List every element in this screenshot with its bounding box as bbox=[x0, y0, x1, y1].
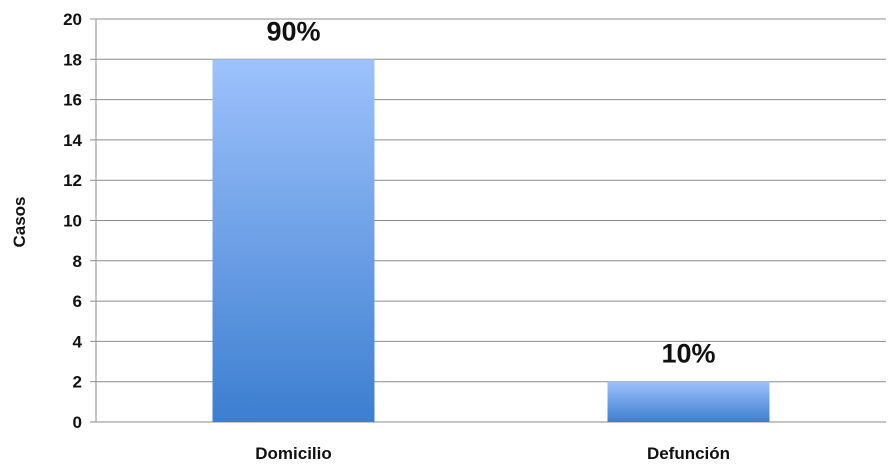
bar-1 bbox=[212, 59, 375, 423]
y-tick-label: 16 bbox=[63, 91, 82, 110]
x-category-label: Domicilio bbox=[255, 444, 332, 463]
y-tick-label: 0 bbox=[73, 413, 82, 432]
data-label: 10% bbox=[661, 339, 715, 369]
x-category-label: Defunción bbox=[647, 444, 730, 463]
bars bbox=[212, 59, 770, 423]
labels: 0 2 4 6 8 10 12 14 16 18 20 Domicilio 90% Defunción 10… bbox=[63, 10, 730, 463]
y-tick-label: 20 bbox=[63, 10, 82, 29]
y-tick-label: 8 bbox=[73, 252, 82, 271]
y-tick-label: 2 bbox=[73, 373, 82, 392]
data-label: 90% bbox=[266, 16, 320, 46]
y-tick-label: 10 bbox=[63, 212, 82, 231]
gridlines bbox=[90, 18, 886, 423]
y-tick-label: 18 bbox=[63, 50, 82, 69]
y-axis-title: Casos bbox=[10, 196, 29, 247]
y-tick-label: 4 bbox=[73, 332, 83, 351]
y-tick-label: 6 bbox=[73, 292, 82, 311]
y-tick-label: 14 bbox=[63, 131, 82, 150]
bar-2 bbox=[607, 381, 770, 422]
y-tick-label: 12 bbox=[63, 171, 82, 190]
